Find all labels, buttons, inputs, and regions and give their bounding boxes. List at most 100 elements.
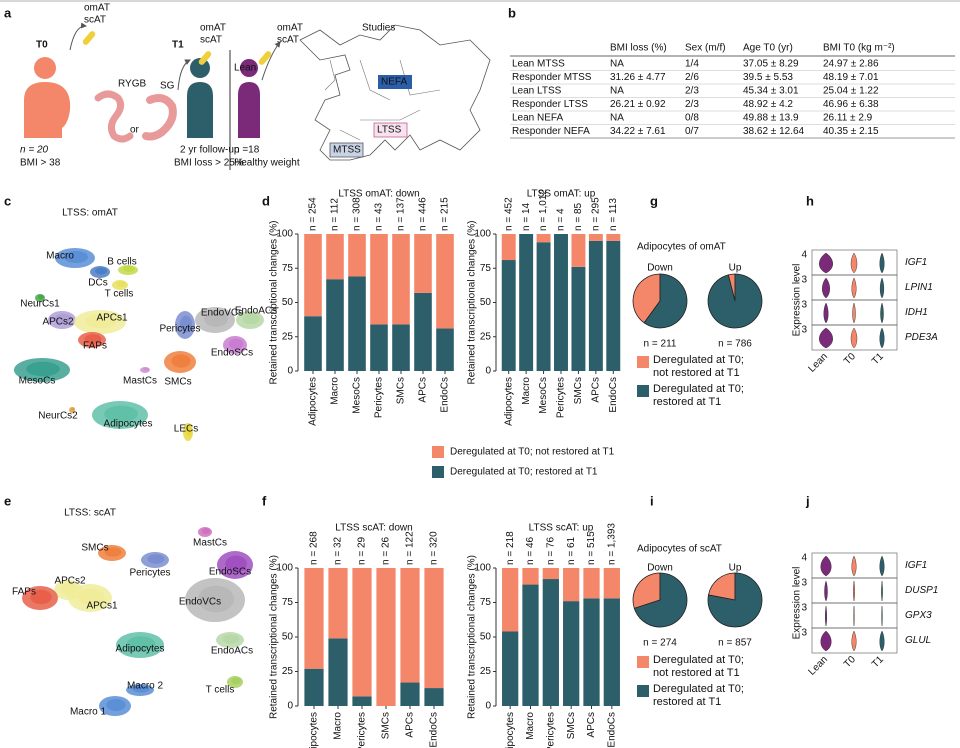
violin-shape xyxy=(879,327,885,349)
y-axis-label: Retained transcriptional changes (%) xyxy=(269,221,280,385)
n-label: n = 137 xyxy=(396,197,407,231)
bar-segment xyxy=(536,234,551,243)
row-tick-label: 3 xyxy=(801,603,807,614)
schematic-label: BMI loss > 25% xyxy=(174,158,244,169)
table-cell: 48.92 ± 4.2 xyxy=(743,99,793,110)
schematic-label: Lean xyxy=(234,63,256,74)
chart-title: LTSS scAT: down xyxy=(335,523,412,534)
y-tick-label: 75 xyxy=(282,263,294,274)
table-cell: Responder LTSS xyxy=(512,99,588,110)
row-tick-label: 3 xyxy=(801,325,807,336)
table-cell: 31.26 ± 4.77 xyxy=(610,72,666,83)
bar-segment xyxy=(583,568,600,599)
umap-label: EndoACs xyxy=(211,646,253,657)
legend-swatch xyxy=(637,656,649,668)
y-tick-label: 25 xyxy=(282,666,294,677)
table-cell: Lean MTSS xyxy=(512,59,565,70)
y-tick-label: 25 xyxy=(480,666,492,677)
n-label: n = 452 xyxy=(503,197,514,231)
violin-shape xyxy=(822,277,830,299)
schematic-label: NEFA xyxy=(381,77,407,88)
umap-cluster-core xyxy=(85,313,117,329)
bar-segment xyxy=(606,234,621,241)
legend-label: Deregulated at T0; not restored at T1 xyxy=(653,654,744,679)
umap-label: NeurCs2 xyxy=(38,411,78,422)
umap-cluster-core xyxy=(242,313,260,325)
n-label: n = 32 xyxy=(333,536,344,565)
y-tick-label: 50 xyxy=(282,297,294,308)
row-tick-label: 3 xyxy=(801,578,807,589)
gene-label: IDH1 xyxy=(905,307,928,318)
n-label: n = 1,012 xyxy=(538,189,549,231)
bar-segment xyxy=(519,234,534,371)
x-tick-label: APCs xyxy=(405,712,416,738)
bar-segment xyxy=(370,234,388,325)
y-tick-label: 100 xyxy=(276,229,293,240)
legend-label: Deregulated at T0; restored at T1 xyxy=(653,683,744,708)
umap-cluster-core xyxy=(198,585,234,613)
umap-label: B cells xyxy=(107,257,136,268)
gene-label: IGF1 xyxy=(905,560,927,571)
violin-shape xyxy=(851,277,857,299)
table-cell: 26.21 ± 0.92 xyxy=(610,99,666,110)
umap-cluster-core xyxy=(180,315,192,333)
n-label: n = 14 xyxy=(521,202,532,231)
x-tick-label: Adipocytes xyxy=(308,377,319,426)
y-tick-label: 0 xyxy=(485,701,491,712)
umap-label: Macro 2 xyxy=(127,681,164,692)
x-tick-label: APCs xyxy=(590,377,601,403)
umap-cluster-core xyxy=(231,677,241,685)
schematic-label: omAT xyxy=(84,3,110,14)
umap-cluster-core xyxy=(143,367,149,371)
table-cell: 34.22 ± 7.61 xyxy=(610,126,666,137)
bar-segment xyxy=(392,324,410,371)
umap-label: APCs1 xyxy=(96,313,128,324)
pie-title: Adipocytes of omAT xyxy=(637,242,726,253)
x-tick-label: APCs xyxy=(586,712,597,738)
umap-label: SMCs xyxy=(81,543,108,554)
umap-cluster-core xyxy=(186,425,192,437)
x-tick-label: Adipocytes xyxy=(503,377,514,426)
y-tick-label: 75 xyxy=(480,263,492,274)
bar-segment xyxy=(542,579,559,706)
pie-label: Up xyxy=(729,563,742,574)
violin-shape xyxy=(851,630,857,652)
n-label: n = 295 xyxy=(590,197,601,231)
x-tick-label: Macro xyxy=(525,712,536,740)
n-label: n = 61 xyxy=(566,536,577,565)
x-tick-label: SMCs xyxy=(381,712,392,739)
umap-cluster-core xyxy=(222,634,240,644)
n-label: n = 4 xyxy=(556,208,567,231)
row-tick-label: 4 xyxy=(801,553,807,564)
n-label: n = 515 xyxy=(586,531,597,565)
umap-cluster-core xyxy=(30,589,52,605)
umap-label: FAPs xyxy=(12,587,36,598)
bar-segment xyxy=(563,601,580,706)
table-cell: Lean NEFA xyxy=(512,113,563,124)
umap-title: LTSS: scAT xyxy=(64,508,116,519)
x-tick-label: EndoCs xyxy=(429,712,440,748)
table-cell: 45.34 ± 3.01 xyxy=(743,86,799,97)
bar-segment xyxy=(352,568,372,697)
umap-label: EndoSCs xyxy=(209,567,251,578)
table-cell: Lean LTSS xyxy=(512,86,562,97)
panel-letter: c xyxy=(4,193,11,208)
bar-segment xyxy=(588,234,603,241)
x-tick-label: EndoCs xyxy=(606,712,617,748)
table-cell: 2/6 xyxy=(685,72,699,83)
umap-cluster-core xyxy=(104,547,122,557)
pie-slice xyxy=(707,572,763,628)
bar-segment xyxy=(400,568,420,683)
umap-cluster-core xyxy=(126,636,156,652)
y-tick-label: 75 xyxy=(480,597,492,608)
panel-letter: e xyxy=(4,493,11,508)
legend-swatch xyxy=(432,466,444,478)
legend-text-box: Deregulated at T0; not restored at T1 xyxy=(653,354,744,379)
group-label: T1 xyxy=(870,654,886,670)
umap-label: DCs xyxy=(88,278,107,289)
group-label: T1 xyxy=(870,351,886,367)
n-label: n = 122 xyxy=(405,531,416,565)
n-label: n = 26 xyxy=(381,536,392,565)
violin-shape xyxy=(853,580,855,602)
n-label: n = 1,393 xyxy=(606,523,617,565)
